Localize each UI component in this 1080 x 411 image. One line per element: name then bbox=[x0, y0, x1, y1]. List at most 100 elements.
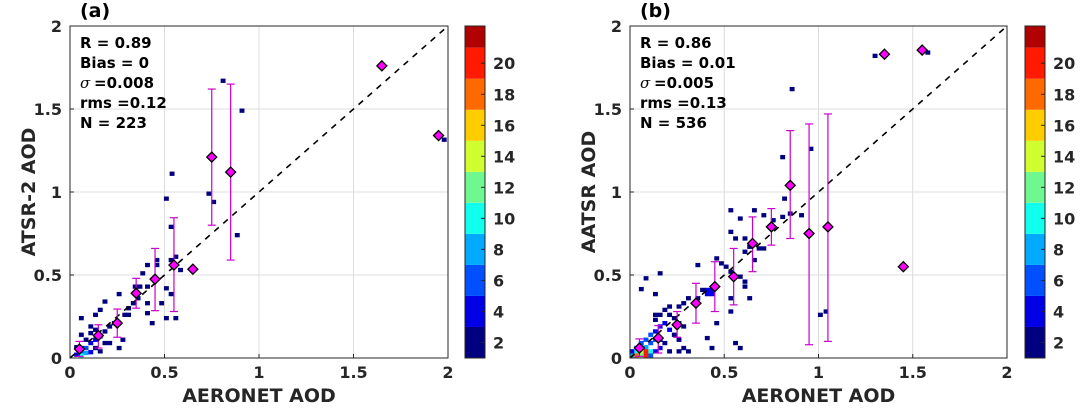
stat-text: R = 0.86 bbox=[640, 34, 712, 52]
heatmap-cell bbox=[704, 291, 710, 297]
heatmap-cell bbox=[107, 340, 113, 346]
heatmap-cell bbox=[643, 353, 649, 358]
heatmap-cell bbox=[234, 233, 240, 238]
mean-marker bbox=[878, 48, 891, 61]
heatmap-cell bbox=[714, 256, 720, 261]
heatmap-cell bbox=[681, 324, 687, 329]
heatmap-cell bbox=[676, 337, 682, 342]
mean-marker bbox=[149, 273, 161, 286]
y-tick-label: 0.5 bbox=[594, 266, 622, 285]
heatmap-cell bbox=[662, 307, 668, 313]
heatmap-cell bbox=[676, 304, 682, 309]
heatmap-cell bbox=[239, 108, 245, 113]
mean-marker bbox=[652, 332, 665, 344]
heatmap-cell bbox=[145, 262, 150, 268]
x-tick-label: 0.5 bbox=[710, 363, 738, 382]
colorbar-tick-label: 16 bbox=[1053, 116, 1075, 135]
heatmap-cell bbox=[704, 335, 710, 341]
heatmap-cell bbox=[163, 286, 169, 291]
heatmap-cell bbox=[126, 312, 132, 317]
heatmap-cell bbox=[751, 257, 757, 263]
heatmap-cell bbox=[629, 349, 635, 354]
heatmap-cell bbox=[742, 284, 748, 289]
colorbar-segment bbox=[465, 26, 485, 48]
mean-marker bbox=[92, 329, 105, 342]
mean-marker bbox=[897, 260, 910, 273]
x-tick-label: 1 bbox=[253, 363, 264, 382]
heatmap-cell bbox=[817, 312, 823, 317]
heatmap-cell bbox=[728, 208, 734, 213]
heatmap-cell bbox=[780, 214, 786, 220]
heatmap-cell bbox=[676, 349, 682, 354]
axes-frame bbox=[629, 25, 1008, 359]
mean-marker bbox=[375, 59, 388, 72]
heatmap-cell bbox=[638, 286, 644, 292]
heatmap-cell bbox=[652, 349, 658, 354]
colorbar-tick-label: 12 bbox=[1053, 178, 1075, 197]
heatmap-cell bbox=[770, 218, 776, 223]
colorbar-segment bbox=[1025, 264, 1045, 296]
heatmap-cell bbox=[925, 50, 931, 55]
mean-marker bbox=[111, 317, 124, 330]
heatmap-cell bbox=[88, 350, 94, 355]
colorbar-tick-label: 12 bbox=[493, 178, 515, 197]
y-axis-label: AATSR AOD bbox=[578, 131, 600, 253]
heatmap-cell bbox=[737, 345, 743, 351]
heatmap-cell bbox=[728, 296, 734, 301]
colorbar-segment bbox=[465, 202, 485, 234]
heatmap-cell bbox=[634, 353, 640, 358]
heatmap-cell bbox=[102, 329, 108, 334]
heatmap-cell bbox=[154, 262, 160, 268]
stat-text: rms =0.13 bbox=[640, 94, 727, 112]
heatmap-cell bbox=[761, 246, 767, 251]
heatmap-cell bbox=[93, 327, 98, 332]
mean-marker bbox=[708, 280, 721, 293]
colorbar-segment bbox=[1025, 47, 1045, 79]
heatmap-cell bbox=[643, 276, 649, 281]
colorbar: 2 4 6 8 10 12 14 16 18 20 bbox=[464, 25, 515, 359]
heatmap-cell bbox=[137, 284, 143, 289]
heatmap-cell bbox=[163, 196, 169, 201]
mean-marker bbox=[205, 151, 218, 164]
heatmap-cell bbox=[122, 312, 128, 317]
heatmap-cell bbox=[823, 309, 829, 314]
sigma-symbol: σ bbox=[640, 74, 651, 92]
heatmap-cell bbox=[120, 337, 126, 342]
colorbar-segment bbox=[1025, 140, 1045, 172]
heatmap-cell bbox=[789, 86, 795, 92]
y-tick-label: 1 bbox=[611, 183, 622, 202]
heatmap-cell bbox=[667, 349, 673, 354]
heatmap-cell bbox=[667, 327, 673, 332]
heatmap-cell bbox=[648, 340, 654, 346]
mean-marker bbox=[784, 179, 797, 192]
heatmap-cell bbox=[799, 213, 804, 218]
mean-marker bbox=[186, 263, 199, 276]
colorbar-segment bbox=[1025, 171, 1045, 203]
colorbar-segment bbox=[465, 109, 485, 141]
heatmap-cell bbox=[718, 261, 724, 266]
heatmap-cell bbox=[733, 340, 739, 346]
heatmap-cell bbox=[173, 254, 179, 259]
colorbar-frame bbox=[464, 25, 486, 359]
heatmap-cell bbox=[685, 349, 691, 354]
panel-label: (b) bbox=[640, 0, 671, 22]
heatmap-cell bbox=[220, 78, 226, 83]
heatmap-cell bbox=[93, 337, 98, 342]
heatmap-cell bbox=[648, 349, 654, 354]
heatmap-cell bbox=[709, 345, 715, 351]
heatmap-cell bbox=[872, 53, 878, 59]
heatmap-cell bbox=[126, 306, 132, 311]
stat-text: =0.005 bbox=[654, 74, 714, 92]
heatmap-cell bbox=[135, 296, 141, 301]
colorbar-segment bbox=[465, 47, 485, 79]
colorbar-segment bbox=[1025, 109, 1045, 141]
x-tick-label: 2 bbox=[1001, 363, 1012, 382]
heatmap-cell bbox=[667, 304, 673, 309]
mean-marker bbox=[671, 318, 684, 331]
colorbar-segment bbox=[465, 295, 485, 327]
mean-marker bbox=[633, 342, 646, 354]
colorbar-tick-label: 18 bbox=[493, 85, 515, 104]
colorbar-tick-label: 20 bbox=[1053, 54, 1075, 73]
mean-marker bbox=[73, 343, 86, 355]
panel-label: (a) bbox=[80, 0, 110, 22]
